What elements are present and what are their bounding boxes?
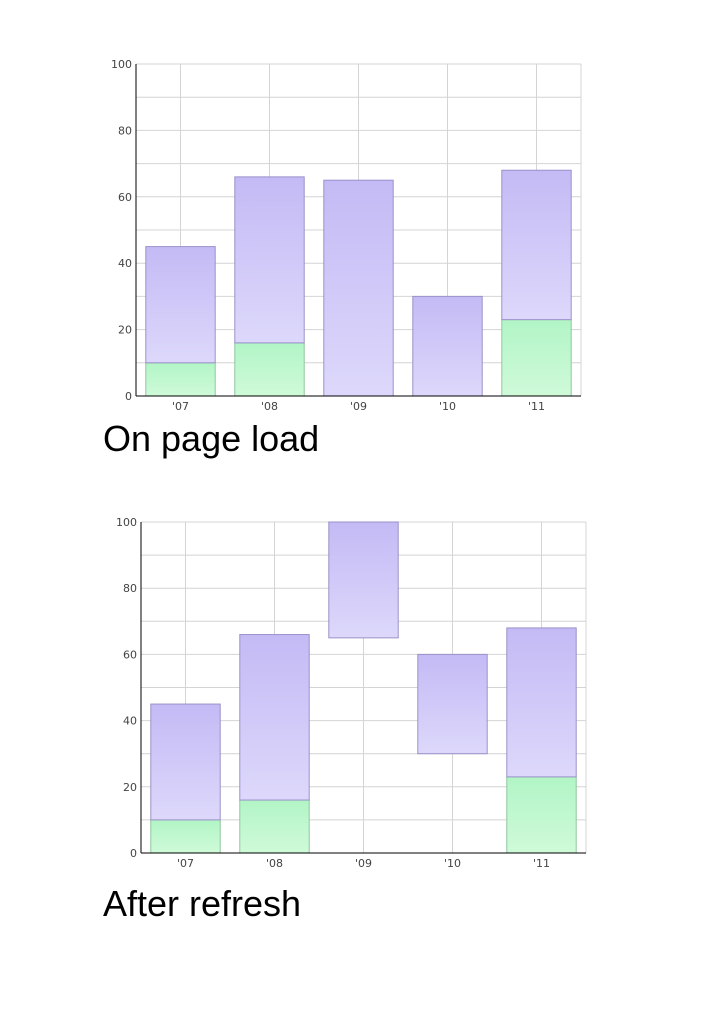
y-tick-label: 0 — [130, 847, 137, 860]
chart-on-page-load: 0 20 40 60 80 100 '07 '08 '09 '10 '11 — [111, 58, 582, 413]
purple-bar — [145, 246, 216, 364]
purple-bar — [501, 169, 572, 321]
chart-caption: On page load — [103, 418, 320, 459]
green-bar — [239, 799, 310, 854]
green-bar — [506, 776, 577, 854]
y-tick-label: 100 — [111, 58, 132, 71]
x-tick-label: '11 — [528, 400, 545, 413]
y-tick-label: 60 — [118, 191, 132, 204]
x-tick-label: '08 — [266, 857, 283, 870]
y-tick-label: 0 — [125, 390, 132, 403]
y-tick-label: 80 — [118, 124, 132, 137]
y-tick-label: 60 — [123, 648, 137, 661]
green-bar — [150, 819, 221, 854]
y-tick-label: 20 — [118, 324, 132, 337]
y-tick-label: 40 — [123, 715, 137, 728]
purple-bar — [234, 176, 305, 344]
x-tick-label: '07 — [172, 400, 189, 413]
purple-bar — [412, 295, 483, 397]
purple-bar — [150, 703, 221, 821]
y-tick-label: 100 — [116, 516, 137, 529]
chart-panel-on-page-load: 0 20 40 60 80 100 '07 '08 '09 '10 '11 On page load — [0, 0, 724, 470]
x-tick-label: '09 — [350, 400, 367, 413]
y-tick-label: 80 — [123, 582, 137, 595]
purple-bar — [239, 634, 310, 801]
x-tick-label: '08 — [261, 400, 278, 413]
green-bar — [234, 342, 305, 397]
purple-bar — [328, 521, 399, 639]
chart-caption: After refresh — [103, 883, 302, 924]
x-tick-label: '10 — [444, 857, 461, 870]
x-tick-label: '11 — [533, 857, 550, 870]
y-tick-label: 20 — [123, 781, 137, 794]
chart-after-refresh: 0 20 40 60 80 100 '07 '08 '09 '10 '11 — [116, 516, 587, 870]
purple-bar — [417, 653, 488, 755]
green-bar — [501, 319, 572, 397]
y-tick-label: 40 — [118, 257, 132, 270]
purple-bar — [506, 627, 577, 778]
green-bar — [145, 362, 216, 397]
chart-panel-after-refresh: 0 20 40 60 80 100 '07 '08 '09 '10 '11 After refres… — [0, 458, 724, 938]
x-tick-label: '10 — [439, 400, 456, 413]
x-tick-label: '09 — [355, 857, 372, 870]
x-tick-label: '07 — [177, 857, 194, 870]
purple-bar — [323, 179, 394, 397]
